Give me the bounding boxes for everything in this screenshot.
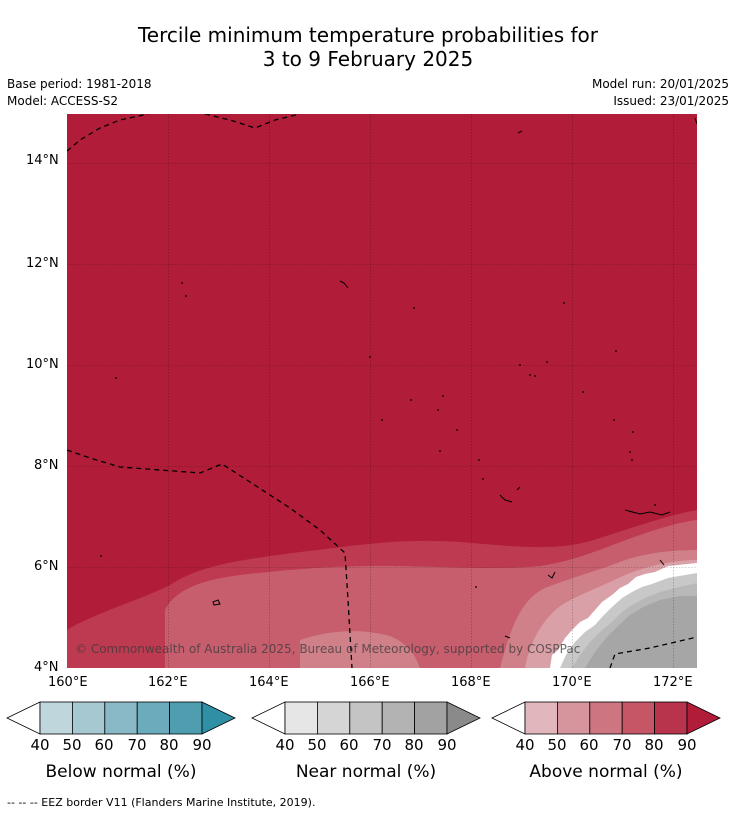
x-tick-label: 164°E	[249, 675, 289, 690]
colorbar-tick: 50	[307, 736, 327, 754]
map-title-line1: Tercile minimum temperature probabilitie…	[137, 23, 599, 47]
colorbar-segment	[169, 701, 203, 735]
issued-label: Issued: 23/01/2025	[613, 94, 729, 108]
colorbar-segment	[381, 701, 416, 735]
colorbar-near-normal	[251, 701, 481, 735]
map-plot-area	[67, 114, 697, 668]
y-tick-label: 6°N	[34, 559, 59, 574]
near-normal-90-region	[585, 596, 697, 668]
x-tick-label: 166°E	[350, 675, 390, 690]
colorbar-tick: 60	[94, 736, 114, 754]
y-tick-label: 8°N	[34, 458, 59, 473]
colorbar-arrow-low	[6, 701, 41, 735]
eez-borders	[67, 114, 697, 668]
colorbar-tick: 80	[644, 736, 664, 754]
y-tick-label: 10°N	[26, 357, 59, 372]
model-label: Model: ACCESS-S2	[7, 94, 119, 108]
colorbar-tick: 50	[547, 736, 567, 754]
colorbar-segment	[589, 701, 623, 735]
colorbar-segment	[104, 701, 138, 735]
x-tick-label: 170°E	[552, 675, 592, 690]
colorbar-above-normal	[491, 701, 721, 735]
colorbar-tick: 90	[677, 736, 697, 754]
colorbar-segment	[284, 701, 318, 735]
colorbar-near-title: Near normal (%)	[295, 762, 437, 782]
colorbar-arrow-low	[251, 701, 286, 735]
x-tick-label: 162°E	[148, 675, 188, 690]
y-tick-label: 4°N	[34, 660, 59, 675]
map-gridlines	[67, 114, 697, 668]
colorbar-segment	[654, 701, 688, 735]
colorbar-above-title: Above normal (%)	[529, 762, 683, 782]
colorbar-tick: 80	[404, 736, 424, 754]
colorbar-segment	[557, 701, 591, 735]
map-title-line2: 3 to 9 February 2025	[262, 47, 474, 71]
x-tick-label: 168°E	[451, 675, 491, 690]
colorbar-segment	[136, 701, 170, 735]
colorbar-tick: 90	[437, 736, 457, 754]
y-tick-label: 12°N	[26, 256, 59, 271]
colorbar-tick: 70	[372, 736, 392, 754]
x-tick-label: 160°E	[48, 675, 88, 690]
island-dots	[100, 282, 656, 588]
y-tick-label: 14°N	[26, 153, 59, 168]
colorbar-tick: 70	[127, 736, 147, 754]
islands	[212, 117, 697, 639]
colorbar-segment	[316, 701, 351, 735]
colorbar-below-normal	[6, 701, 236, 735]
colorbar-tick: 90	[192, 736, 212, 754]
colorbar-arrow-high	[201, 701, 236, 735]
base-period-label: Base period: 1981-2018	[7, 77, 152, 91]
colorbar-tick: 60	[339, 736, 359, 754]
colorbar-segment	[349, 701, 383, 735]
colorbar-tick: 40	[30, 736, 50, 754]
colorbar-tick: 40	[515, 736, 535, 754]
colorbar-tick: 50	[62, 736, 82, 754]
colorbar-arrow-low	[491, 701, 526, 735]
colorbar-arrow-high	[686, 701, 721, 735]
colorbar-segment	[524, 701, 558, 735]
colorbar-segment	[39, 701, 73, 735]
colorbar-segment	[72, 701, 106, 735]
colorbar-tick: 60	[579, 736, 599, 754]
map-attribution: © Commonwealth of Australia 2025, Bureau…	[75, 642, 580, 656]
colorbar-tick: 70	[612, 736, 632, 754]
colorbar-tick: 40	[275, 736, 295, 754]
colorbar-segment	[621, 701, 656, 735]
model-run-label: Model run: 20/01/2025	[591, 77, 729, 91]
colorbar-below-title: Below normal (%)	[45, 762, 197, 782]
colorbar-tick: 80	[159, 736, 179, 754]
x-tick-label: 172°E	[653, 675, 693, 690]
eez-footnote: -- -- -- EEZ border V11 (Flanders Marine…	[7, 796, 316, 809]
colorbar-segment	[414, 701, 448, 735]
colorbar-arrow-high	[446, 701, 481, 735]
